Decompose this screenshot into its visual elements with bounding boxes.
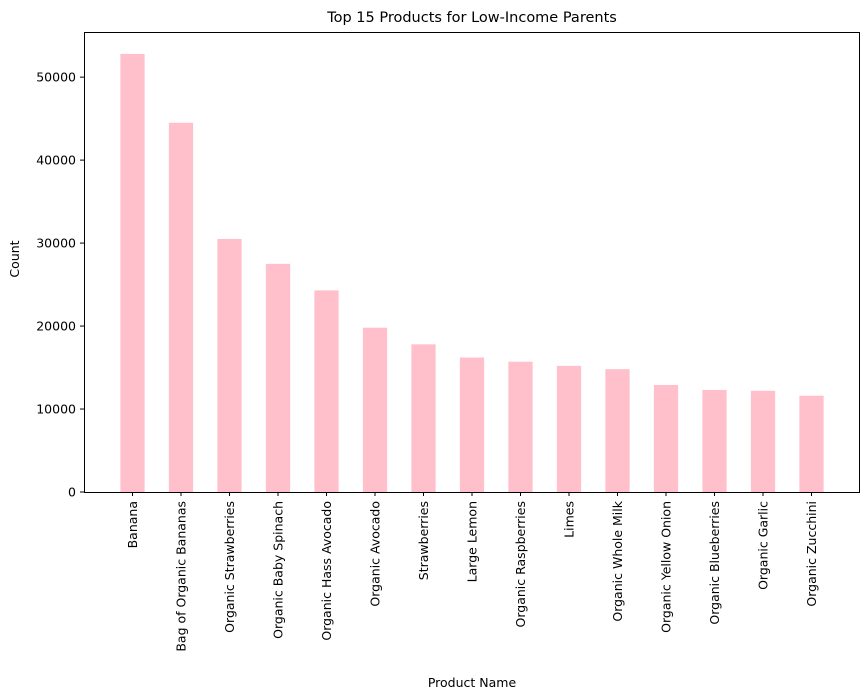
y-tick-label: 20000 [36, 319, 76, 334]
bar [411, 344, 436, 492]
x-tick-label: Organic Blueberries [707, 501, 722, 625]
x-axis: Banana Bag of Organic Bananas Organic Stra… [125, 492, 819, 652]
y-tick-label: 40000 [36, 153, 76, 168]
bar [508, 361, 533, 492]
x-tick-label: Banana [125, 501, 140, 548]
bar [217, 238, 242, 492]
bar [362, 327, 388, 492]
y-tick-label: 10000 [36, 402, 76, 417]
bar [265, 263, 291, 492]
x-tick-label: Organic Zucchini [804, 501, 819, 607]
y-axis-title: Count [7, 240, 22, 277]
bar [750, 390, 776, 492]
x-tick-label: Organic Avocado [368, 501, 383, 607]
x-tick-label: Organic Strawberries [222, 501, 237, 633]
y-tick-label: 0 [68, 485, 76, 500]
bar [702, 389, 727, 492]
y-tick-label: 50000 [36, 70, 76, 85]
x-tick-label: Organic Whole Milk [610, 500, 625, 621]
plot-frame [84, 32, 860, 493]
x-tick-label: Organic Garlic [756, 501, 771, 590]
bar [556, 365, 582, 492]
bar [605, 369, 630, 492]
x-tick-label: Limes [562, 501, 577, 538]
x-tick-label: Organic Baby Spinach [271, 501, 286, 639]
x-tick-label: Bag of Organic Bananas [174, 501, 189, 652]
x-axis-title: Product Name [428, 675, 517, 690]
chart-title: Top 15 Products for Low-Income Parents [326, 10, 617, 26]
x-tick-label: Organic Raspberries [513, 501, 528, 627]
plot-border [84, 32, 860, 493]
bar [653, 384, 679, 492]
bar [120, 53, 145, 493]
bar [459, 357, 485, 492]
bars-group [120, 53, 824, 493]
x-tick-label: Large Lemon [465, 501, 480, 582]
bar [168, 122, 194, 493]
x-tick-label: Organic Hass Avocado [319, 501, 334, 641]
bar [314, 290, 339, 492]
x-tick-label: Organic Yellow Onion [659, 501, 674, 633]
y-axis: 0 10000 20000 30000 40000 50000 [36, 70, 84, 500]
x-tick-label: Strawberries [416, 501, 431, 580]
y-tick-label: 30000 [36, 236, 76, 251]
bar [799, 395, 824, 492]
